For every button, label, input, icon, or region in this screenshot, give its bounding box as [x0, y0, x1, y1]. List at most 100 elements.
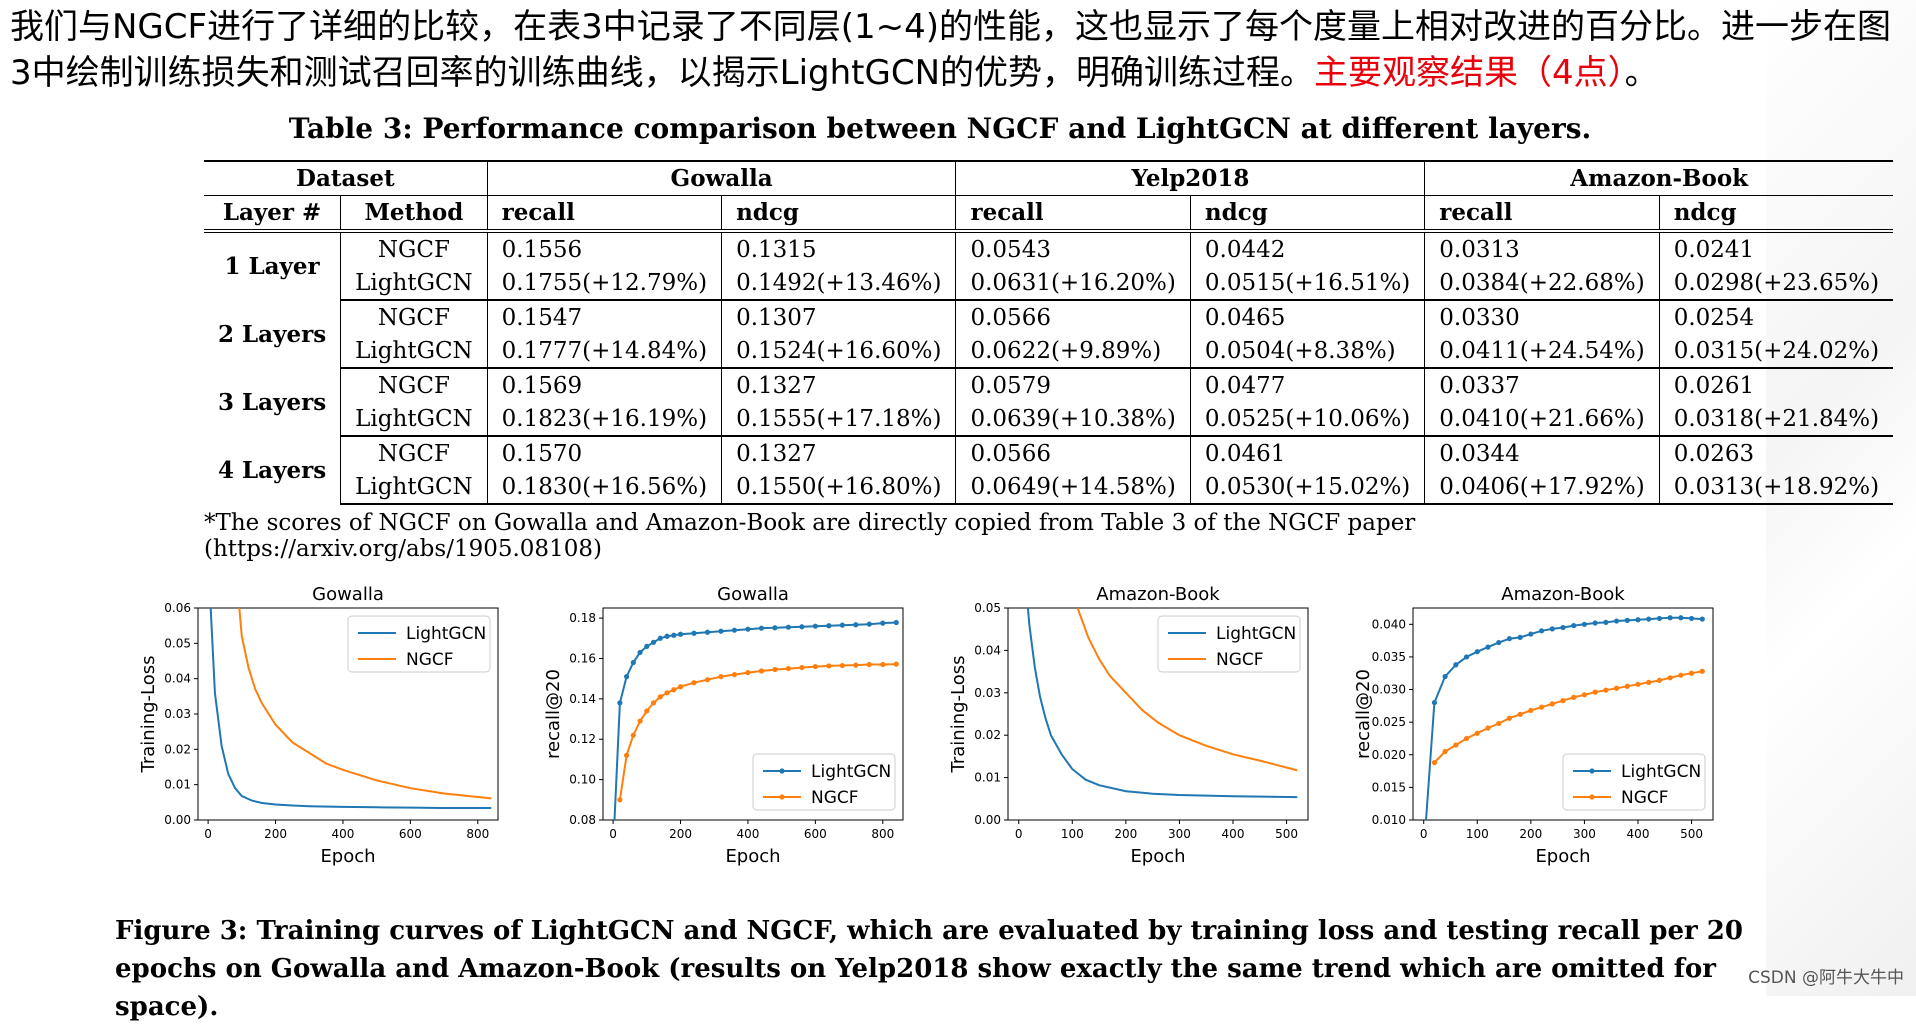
y-axis-label: recall@20 [1353, 669, 1374, 759]
value-cell: 0.1823(+16.19%) [487, 402, 723, 437]
header-ndcg: ndcg [1659, 195, 1894, 233]
annotation-highlight: 主要观察结果（4点） [1314, 53, 1625, 93]
value-cell: 0.1327 [721, 436, 957, 470]
y-tick-label: 0.015 [1372, 780, 1406, 794]
data-point-lightgcn [839, 622, 845, 628]
data-point-lightgcn [617, 700, 623, 706]
y-tick-label: 0.01 [164, 778, 191, 792]
x-tick-label: 0 [1420, 827, 1428, 841]
value-cell: 0.1569 [487, 368, 723, 402]
value-cell: 0.0384(+22.68%) [1424, 266, 1660, 301]
data-point-ngcf [1592, 689, 1598, 695]
plot-area [209, 608, 492, 809]
value-cell: 0.0465 [1190, 300, 1426, 334]
data-point-ngcf [1678, 672, 1684, 678]
data-point-ngcf [677, 684, 684, 690]
data-point-ngcf [1538, 704, 1545, 710]
value-cell: 0.0298(+23.65%) [1659, 266, 1894, 301]
x-tick-label: 800 [871, 827, 894, 841]
chart-gowalla-recall: Gowalla Epoch recall@20 0 200 400 600 800 0.08 0.… [543, 580, 925, 890]
data-point-lightgcn [1474, 649, 1480, 655]
data-point-lightgcn [772, 625, 778, 631]
value-cell: 0.1830(+16.56%) [487, 470, 723, 505]
value-cell: 0.0566 [955, 436, 1191, 470]
performance-table: Dataset Gowalla Yelp2018 Amazon-Book Lay… [204, 160, 1894, 505]
y-tick-label: 0.08 [569, 813, 596, 827]
value-cell: 0.1327 [721, 368, 957, 402]
header-recall: recall [487, 195, 723, 233]
data-point-ngcf [799, 664, 805, 671]
value-cell: 0.0315(+24.02%) [1659, 334, 1894, 369]
header-recall: recall [1424, 195, 1660, 233]
layer-label: 4 Layers [204, 436, 342, 504]
x-tick-label: 400 [1627, 827, 1650, 841]
value-cell: 0.0504(+8.38%) [1190, 334, 1426, 369]
method-cell: LightGCN [340, 402, 488, 437]
y-tick-label: 0.02 [164, 742, 191, 756]
data-point-lightgcn [1603, 619, 1609, 625]
data-point-ngcf [1699, 668, 1705, 674]
value-cell: 0.1307 [721, 300, 957, 334]
data-point-ngcf [1463, 735, 1470, 742]
value-cell: 0.0543 [955, 231, 1191, 266]
data-point-lightgcn [650, 639, 657, 645]
value-cell: 0.0410(+21.66%) [1424, 402, 1660, 437]
legend-label-lightgcn: LightGCN [811, 762, 891, 782]
data-point-ngcf [1431, 759, 1438, 766]
annotation-end: 。 [1624, 53, 1659, 93]
y-tick-label: 0.03 [164, 707, 191, 721]
value-cell: 0.0318(+21.84%) [1659, 402, 1894, 437]
data-point-lightgcn [1431, 699, 1438, 706]
method-cell: NGCF [340, 368, 488, 402]
x-tick-label: 500 [1680, 827, 1703, 841]
series-line-lightgcn [209, 608, 492, 809]
chart-title: Gowalla [312, 584, 384, 605]
value-cell: 0.0566 [955, 300, 1191, 334]
y-tick-label: 0.18 [569, 611, 596, 625]
y-tick-label: 0.16 [569, 651, 596, 665]
value-cell: 0.0344 [1424, 436, 1660, 470]
value-cell: 0.0261 [1673, 372, 1755, 399]
method-cell: NGCF [340, 231, 488, 266]
y-tick-label: 0.10 [569, 773, 596, 787]
data-point-lightgcn [1635, 617, 1641, 623]
data-point-lightgcn [677, 631, 684, 637]
data-point-lightgcn [1571, 623, 1577, 629]
method-cell: NGCF [340, 436, 488, 470]
header-ndcg: ndcg [721, 195, 957, 233]
data-point-lightgcn [1549, 626, 1555, 632]
data-point-lightgcn [1506, 636, 1513, 642]
y-tick-label: 0.14 [569, 692, 596, 706]
legend-label-ngcf: NGCF [1621, 788, 1669, 808]
data-point-lightgcn [1517, 634, 1523, 640]
data-point-lightgcn [1496, 639, 1502, 646]
y-tick-label: 0.05 [164, 636, 191, 650]
value-cell: 0.0263 [1673, 440, 1755, 467]
value-cell: 0.1524(+16.60%) [721, 334, 957, 369]
x-tick-label: 600 [399, 827, 422, 841]
chart-svg: Gowalla Epoch recall@20 0 200 400 600 800 0.08 0.… [543, 584, 904, 867]
value-cell: 0.0631(+16.20%) [955, 266, 1191, 301]
data-point-lightgcn [799, 624, 805, 630]
value-cell: 0.1556 [487, 231, 723, 266]
method-cell: LightGCN [340, 470, 488, 505]
data-point-ngcf [745, 670, 751, 676]
table-subheader-row: Layer # Method recall ndcg recall ndcg r… [204, 195, 1894, 233]
data-point-ngcf [617, 797, 623, 803]
legend-marker-lightgcn [779, 768, 785, 774]
header-dataset: Dataset [204, 160, 488, 196]
value-cell: 0.1755(+12.79%) [487, 266, 723, 301]
y-tick-label: 0.02 [974, 728, 1001, 742]
data-point-lightgcn [1421, 850, 1426, 855]
data-point-lightgcn [1463, 654, 1470, 660]
x-tick-label: 200 [264, 827, 287, 841]
series-line-ngcf [1076, 608, 1298, 772]
value-cell: 0.0525(+10.06%) [1190, 402, 1426, 437]
y-tick-label: 0.020 [1372, 748, 1406, 762]
value-cell: 0.1550(+16.80%) [721, 470, 957, 505]
data-point-lightgcn [1624, 617, 1630, 623]
y-axis-label: recall@20 [543, 669, 564, 759]
plot-area [1026, 608, 1298, 799]
table-row: 1 Layer NGCF 0.1556 0.1315 0.0543 0.0442 0.031… [204, 231, 1893, 300]
data-point-lightgcn [1581, 621, 1588, 627]
